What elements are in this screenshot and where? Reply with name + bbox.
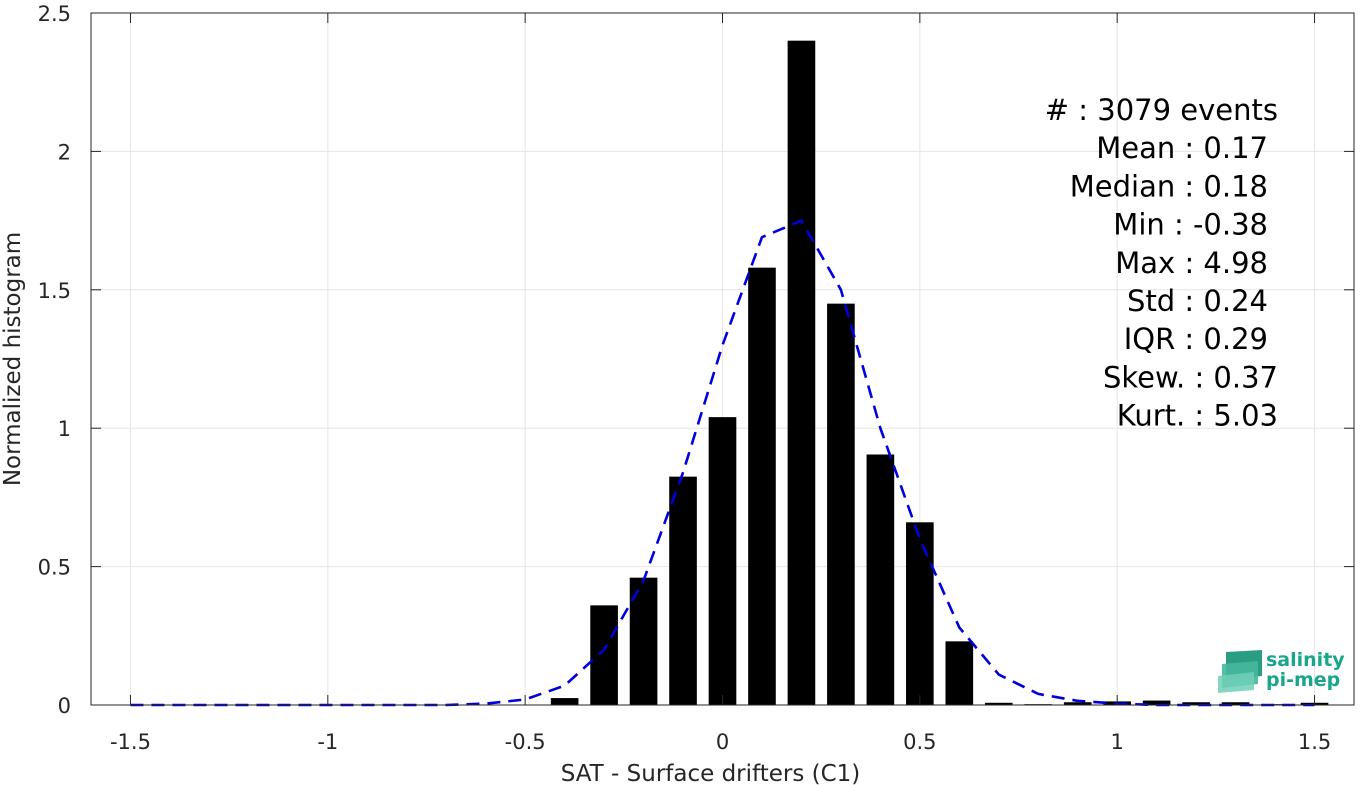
- bar-3: [669, 476, 697, 705]
- logo-icon: [1218, 650, 1262, 693]
- bar-13: [1063, 702, 1092, 705]
- bar-0: [550, 698, 579, 705]
- stat-line-7: Skew. : 0.37: [1103, 360, 1278, 394]
- bar-1: [590, 605, 618, 705]
- bar-8: [866, 454, 895, 705]
- stat-line-8: Kurt. : 5.03: [1117, 399, 1278, 433]
- stat-line-2: Median : 0.18: [1070, 169, 1268, 203]
- x-tick-label-6: 1.5: [1298, 730, 1331, 754]
- stat-line-1: Mean : 0.17: [1096, 131, 1268, 165]
- bar-7: [827, 303, 855, 705]
- axes: -1.5 -1 -0.5 0 0.5 1 1.5 0 0.5 1 1.5 2 2.5: [38, 2, 1354, 754]
- x-tick-label-0: -1.5: [110, 730, 151, 754]
- logo-line2: pi-mep: [1266, 669, 1340, 691]
- x-tick-label-5: 1: [1111, 730, 1124, 754]
- bar-17: [1221, 702, 1250, 705]
- bars: [550, 40, 1329, 706]
- bar-10: [945, 641, 974, 705]
- stat-line-5: Std : 0.24: [1127, 284, 1268, 318]
- bar-6: [787, 40, 816, 706]
- bar-4: [708, 417, 737, 705]
- x-axis-label: SAT - Surface drifters (C1): [561, 761, 861, 785]
- stat-line-0: # : 3079 events: [1045, 93, 1278, 127]
- y-tick-label-5: 2.5: [38, 2, 71, 26]
- y-tick-label-2: 1: [58, 417, 71, 441]
- y-tick-label-0: 0: [58, 694, 71, 718]
- stat-line-4: Max : 4.98: [1115, 246, 1268, 280]
- x-tick-label-3: 0: [716, 730, 729, 754]
- bar-15: [1142, 700, 1171, 705]
- salinity-pi-mep-logo: salinity pi-mep: [1218, 649, 1345, 693]
- bar-16: [1182, 702, 1210, 705]
- y-tick-label-4: 2: [58, 140, 71, 164]
- x-tick-label-2: -0.5: [505, 730, 546, 754]
- stat-line-3: Min : -0.38: [1113, 208, 1268, 242]
- x-tick-label-1: -1: [317, 730, 338, 754]
- stat-line-6: IQR : 0.29: [1124, 322, 1268, 356]
- y-tick-label-1: 0.5: [38, 556, 71, 580]
- logo-line1: salinity: [1266, 649, 1345, 671]
- y-axis-label: Normalized histogram: [0, 232, 26, 486]
- bar-9: [906, 522, 934, 705]
- x-tick-label-4: 0.5: [903, 730, 936, 754]
- bar-5: [748, 267, 776, 705]
- bar-11: [984, 702, 1013, 705]
- stats-annotation: # : 3079 events Mean : 0.17 Median : 0.18 M…: [1045, 93, 1278, 433]
- y-tick-label-3: 1.5: [38, 279, 71, 303]
